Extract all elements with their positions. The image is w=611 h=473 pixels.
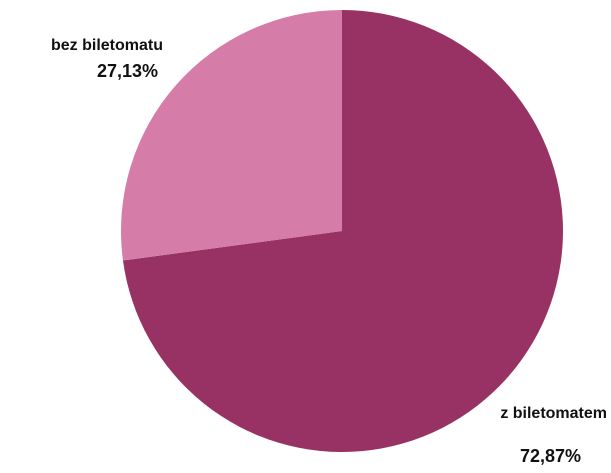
pie-slice-z-biletomatem bbox=[122, 10, 564, 452]
slices-layer bbox=[120, 10, 564, 452]
slice-value-z-biletomatem: 72,87% bbox=[520, 446, 581, 466]
pie-slice-bez-biletomatu bbox=[120, 10, 342, 261]
slice-label-z-biletomatem: z biletomatem bbox=[500, 405, 607, 422]
slice-label-group-bez-biletomatu: bez biletomatu 27,13% bbox=[51, 37, 163, 81]
slice-value-bez-biletomatu: 27,13% bbox=[97, 61, 158, 81]
slice-label-bez-biletomatu: bez biletomatu bbox=[51, 37, 163, 54]
slice-label-group-z-biletomatem: z biletomatem 72,87% bbox=[500, 405, 607, 466]
